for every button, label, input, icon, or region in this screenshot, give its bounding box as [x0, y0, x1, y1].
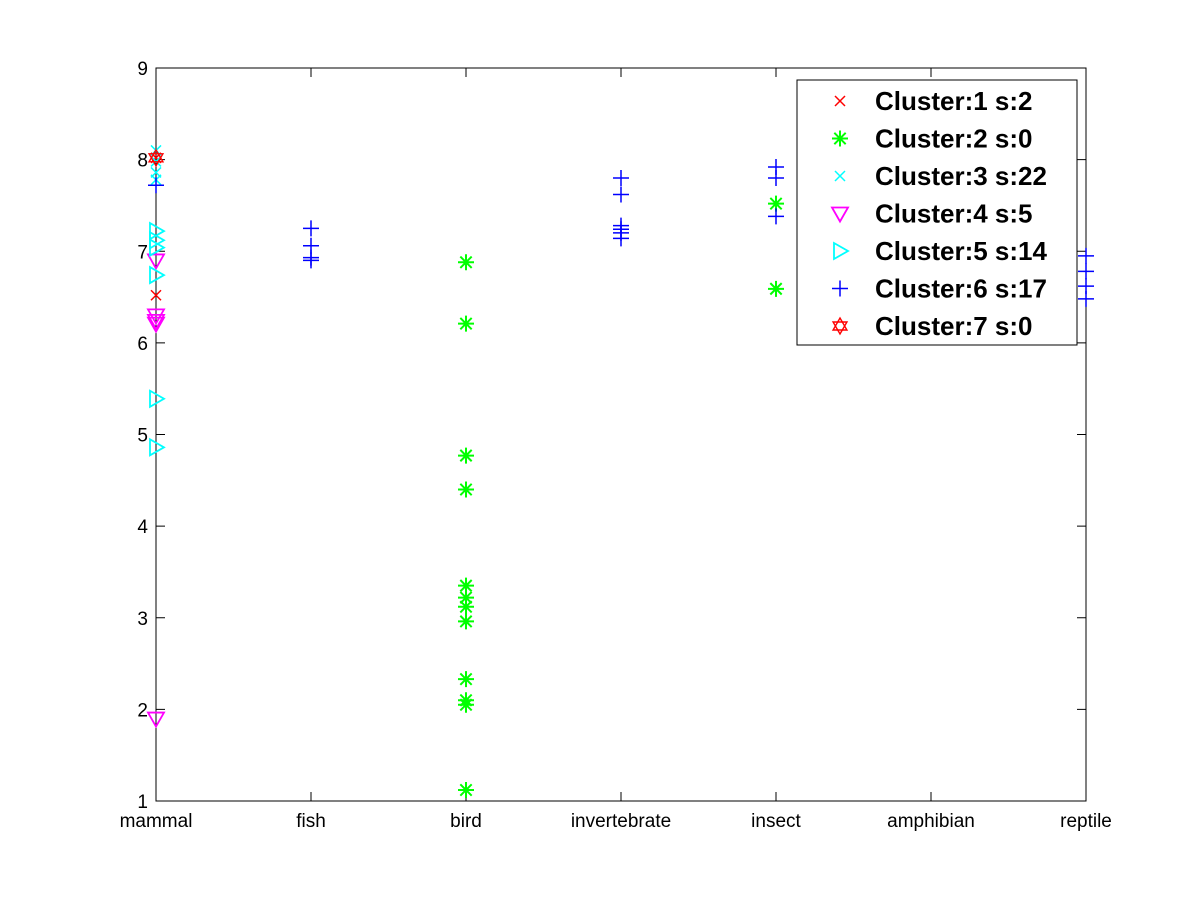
data-point: [458, 613, 474, 630]
data-point: [458, 254, 474, 271]
legend-label: Cluster:1 s:2: [875, 86, 1033, 116]
data-point: [458, 696, 474, 713]
data-point: [150, 289, 162, 301]
data-point: [613, 169, 629, 186]
data-point: [768, 208, 784, 225]
data-point: [613, 230, 629, 247]
series-cluster-5: [149, 221, 166, 457]
y-tick-label-5: 5: [137, 426, 148, 447]
legend-marker: [831, 316, 849, 336]
legend-label: Cluster:2 s:0: [875, 124, 1033, 154]
y-axis-tick-labels: 1 2 3 4 5 6 7 8 9: [137, 59, 148, 813]
data-point: [146, 313, 166, 331]
data-point: [146, 308, 166, 326]
y-tick-label-3: 3: [137, 609, 148, 630]
x-tick-label-bird: bird: [450, 811, 482, 832]
data-point: [149, 265, 166, 285]
data-point: [1078, 247, 1094, 264]
legend-label: Cluster:4 s:5: [875, 199, 1033, 229]
legend-marker: [834, 95, 846, 107]
x-tick-label-reptile: reptile: [1060, 811, 1112, 832]
legend-item-cluster-3: Cluster:3 s:22: [834, 161, 1047, 191]
data-point: [768, 169, 784, 186]
series-cluster-2: [458, 195, 784, 799]
legend-item-cluster-7: Cluster:7 s:0: [831, 311, 1033, 341]
data-point: [149, 238, 166, 258]
x-tick-label-fish: fish: [296, 811, 326, 832]
y-tick-label-2: 2: [137, 700, 148, 721]
series-cluster-6: [148, 158, 1094, 307]
data-point: [458, 782, 474, 799]
legend: Cluster:1 s:2 Cluster:2 s:0 Cluster:3 s:22…: [796, 79, 1078, 346]
data-point: [1078, 290, 1094, 307]
x-tick-label-insect: insect: [751, 811, 801, 832]
data-point: [458, 315, 474, 332]
legend-item-cluster-6: Cluster:6 s:17: [832, 274, 1047, 304]
legend-label: Cluster:5 s:14: [875, 236, 1047, 266]
data-point: [146, 316, 166, 334]
legend-item-cluster-4: Cluster:4 s:5: [830, 199, 1033, 229]
x-tick-label-mammal: mammal: [120, 811, 193, 832]
data-point: [768, 280, 784, 297]
y-tick-label-9: 9: [137, 59, 148, 80]
data-point: [613, 186, 629, 203]
legend-marker: [834, 170, 846, 182]
y-tick-label-6: 6: [137, 334, 148, 355]
legend-item-cluster-5: Cluster:5 s:14: [833, 236, 1047, 266]
data-point: [149, 221, 166, 241]
legend-marker: [832, 130, 848, 147]
legend-label: Cluster:6 s:17: [875, 274, 1047, 304]
legend-marker: [833, 241, 850, 261]
legend-marker: [832, 280, 848, 297]
data-point: [148, 177, 164, 194]
data-point: [1078, 263, 1094, 280]
series-cluster-4: [146, 253, 166, 729]
y-tick-label-4: 4: [137, 517, 148, 538]
data-point: [149, 389, 166, 409]
legend-item-cluster-2: Cluster:2 s:0: [832, 124, 1033, 154]
legend-label: Cluster:7 s:0: [875, 311, 1033, 341]
data-point: [768, 195, 784, 212]
y-tick-label-7: 7: [137, 242, 148, 263]
x-axis-tick-labels: mammal fish bird invertebrate insect amphibia…: [120, 811, 1112, 832]
data-point: [147, 148, 165, 168]
axis-ticks: [155, 67, 1087, 802]
legend-item-cluster-1: Cluster:1 s:2: [834, 86, 1033, 116]
data-point: [146, 711, 166, 729]
y-tick-label-1: 1: [137, 792, 148, 813]
data-point: [458, 577, 474, 594]
legend-marker: [830, 206, 850, 224]
data-point: [458, 447, 474, 464]
data-point: [303, 220, 319, 237]
x-tick-label-amphibian: amphibian: [887, 811, 975, 832]
y-tick-label-8: 8: [137, 151, 148, 172]
x-tick-label-invertebrate: invertebrate: [571, 811, 671, 832]
data-point: [149, 437, 166, 457]
data-point: [146, 253, 166, 271]
data-point: [303, 252, 319, 269]
legend-box: [796, 79, 1078, 346]
series-cluster-7: [147, 148, 165, 168]
data-point: [458, 598, 474, 615]
data-point: [458, 671, 474, 688]
data-points: [146, 144, 1094, 799]
legend-label: Cluster:3 s:22: [875, 161, 1047, 191]
data-point: [458, 589, 474, 606]
data-point: [458, 481, 474, 498]
